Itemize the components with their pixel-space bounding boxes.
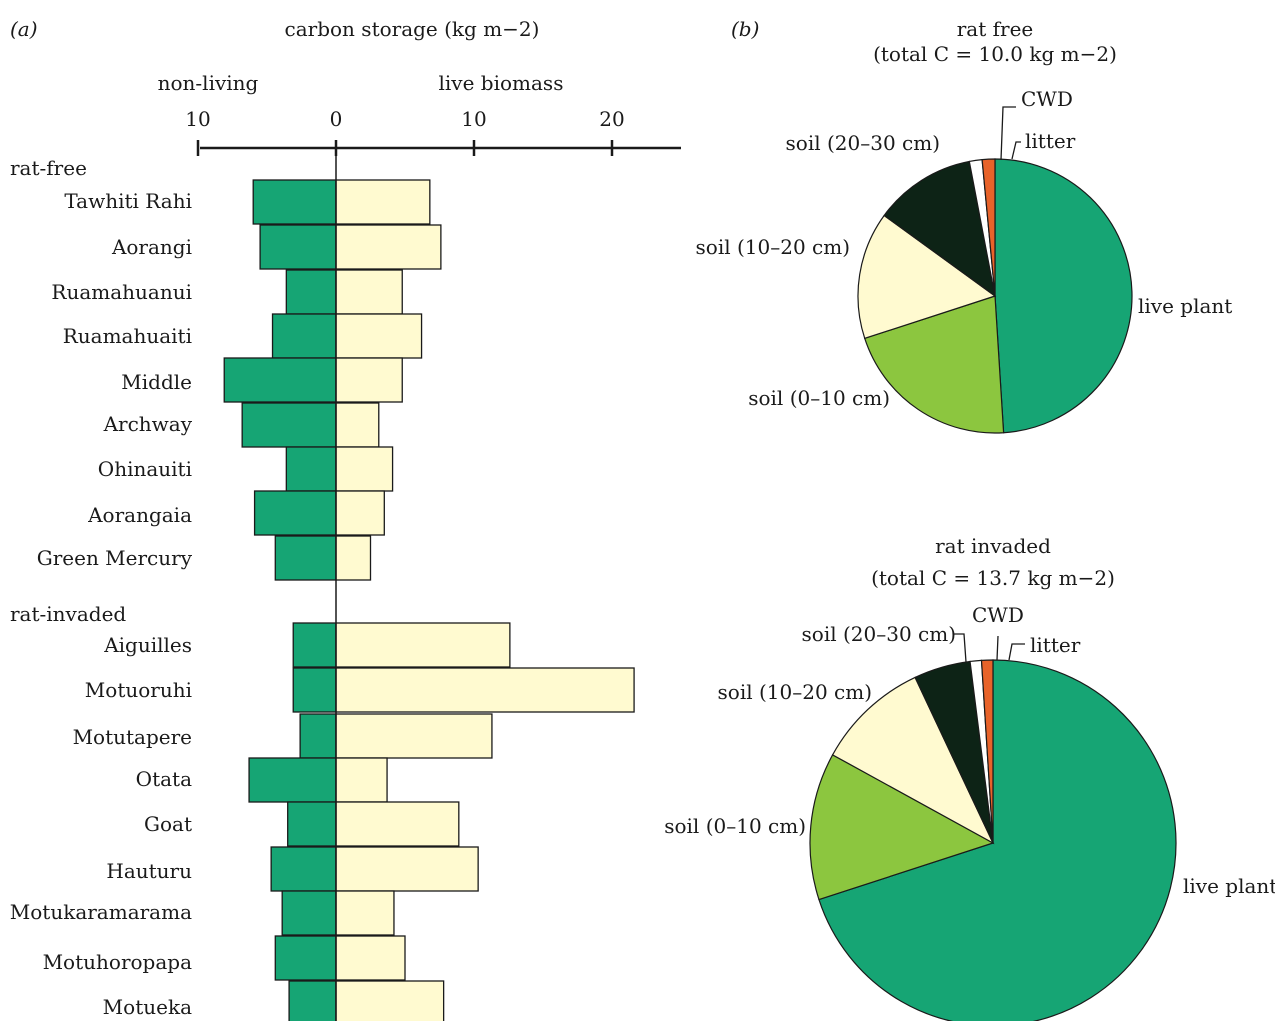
category-label-ohinauiti: Ohinauiti [98,457,192,481]
pie-label-cwd: CWD [1021,87,1073,111]
group-label-rat-free: rat-free [10,156,87,180]
category-label-hauturu: Hauturu [106,859,192,883]
x-tick-label: 0 [330,107,343,131]
group-label-rat-invaded: rat-invaded [10,602,126,626]
category-label-aorangi: Aorangi [111,235,192,259]
bar-non-living-aorangi [259,224,337,270]
bar-live-biomass-green-mercury [335,535,372,581]
pie-label-soil-10-20-cm: soil (10–20 cm) [696,235,850,259]
category-label-green-mercury: Green Mercury [37,546,193,570]
category-label-otata: Otata [136,767,192,791]
pie-label-soil-20-30-cm: soil (20–30 cm) [786,131,940,155]
bar-live-biomass-archway [335,402,380,448]
bar-live-biomass-motueka [335,980,445,1021]
bar-non-living-motuhoropapa [274,935,337,981]
bar-non-living-ruamahuanui [285,269,337,315]
bar-non-living-motukaramarama [281,890,337,936]
category-label-aiguilles: Aiguilles [103,633,192,657]
category-label-middle: Middle [121,370,192,394]
bar-live-biomass-middle [335,357,403,403]
panel-a-label: (a) [10,17,38,41]
bar-live-biomass-hauturu [335,846,479,892]
pie-slice-soil-10-20-cm [857,214,997,340]
pie-slice-live-plant [994,158,1133,434]
category-label-motukaramarama: Motukaramarama [10,900,192,924]
x-tick-label: 10 [461,107,486,131]
bar-live-biomass-motukaramarama [335,890,395,936]
bar-live-biomass-goat [335,801,460,847]
bar-non-living-middle [223,357,337,403]
pie-label-cwd: CWD [972,603,1024,627]
pie-label-live-plant: live plant [1138,294,1232,318]
bar-live-biomass-ruamahuanui [335,269,403,315]
pie-slice-soil-20-30-cm [883,160,996,298]
pie-label-litter: litter [1025,129,1076,153]
rat-free-pie-chart: rat free(total C = 10.0 kg m−2) live plan… [696,17,1232,434]
bar-non-living-motueka [288,980,337,1021]
pie-label-soil-0-10-cm: soil (0–10 cm) [748,386,890,410]
category-label-ruamahuanui: Ruamahuanui [51,280,192,304]
pie-slice-soil-0-10-cm [863,295,1005,434]
bar-live-biomass-motuoruhi [335,667,635,713]
rat-invaded-pie-chart: rat invaded (total C = 13.7 kg m−2) live p… [664,534,1275,1021]
bar-non-living-hauturu [270,846,337,892]
bar-non-living-ohinauiti [285,446,337,492]
bar-non-living-archway [241,402,337,448]
pie-label-litter: litter [1030,633,1081,657]
bar-live-biomass-motuhoropapa [335,935,406,981]
category-label-archway: Archway [103,412,193,436]
pie-label-live-plant: live plant [1183,874,1275,898]
pie-title: rat free [957,17,1034,41]
bar-live-biomass-tawhiti-rahi [335,179,431,225]
bar-live-biomass-motutapere [335,713,493,759]
bar-non-living-tawhiti-rahi [252,179,337,225]
x-tick-label: 10 [185,107,210,131]
bar-non-living-aiguilles [292,622,337,668]
pie-subtitle: (total C = 13.7 kg m−2) [871,566,1115,590]
bar-non-living-motuoruhi [292,667,337,713]
pie-label-soil-0-10-cm: soil (0–10 cm) [664,814,806,838]
category-label-motueka: Motueka [103,995,192,1019]
bar-live-biomass-aiguilles [335,622,511,668]
bar-non-living-ruamahuaiti [271,313,337,359]
pie-slice-litter [981,158,996,297]
pie-title: rat invaded [935,534,1051,558]
bar-live-biomass-aorangaia [335,490,385,536]
category-label-motutapere: Motutapere [73,725,192,749]
pie-slice-live-plant [818,659,1177,1021]
category-label-motuoruhi: Motuoruhi [85,678,192,702]
pie-leader-line [1008,643,1025,661]
non-living-label: non-living [158,71,259,95]
pie-leader-line [954,633,967,663]
bar-live-biomass-otata [335,757,388,803]
category-label-ruamahuaiti: Ruamahuaiti [63,324,192,348]
pie-label-soil-20-30-cm: soil (20–30 cm) [802,622,956,646]
panel-b-label: (b) [731,17,759,41]
category-label-motuhoropapa: Motuhoropapa [43,950,192,974]
carbon-storage-bar-chart: carbon storage (kg m−2) non-living live bi… [10,17,681,1021]
bar-live-biomass-aorangi [335,224,442,270]
bar-live-biomass-ruamahuaiti [335,313,423,359]
bar-non-living-motutapere [299,713,337,759]
bar-non-living-otata [248,757,337,803]
category-label-tawhiti-rahi: Tawhiti Rahi [64,189,192,213]
bar-non-living-green-mercury [274,535,337,581]
pie-subtitle: (total C = 10.0 kg m−2) [873,42,1117,66]
bar-chart-title: carbon storage (kg m−2) [285,17,540,41]
bar-non-living-goat [287,801,337,847]
pie-label-soil-10-20-cm: soil (10–20 cm) [718,680,872,704]
x-tick-label: 20 [599,107,624,131]
category-label-goat: Goat [144,812,192,836]
category-label-aorangaia: Aorangaia [87,503,192,527]
pie-leader-line [1000,106,1016,161]
live-biomass-label: live biomass [439,71,564,95]
pie-slice-soil-0-10-cm [809,754,995,901]
pie-leader-line [1011,141,1021,160]
pie-slice-soil-10-20-cm [831,676,995,845]
bar-live-biomass-ohinauiti [335,446,394,492]
pie-slice-litter [980,659,994,844]
pie-leader-line [996,635,999,661]
bar-non-living-aorangaia [253,490,337,536]
